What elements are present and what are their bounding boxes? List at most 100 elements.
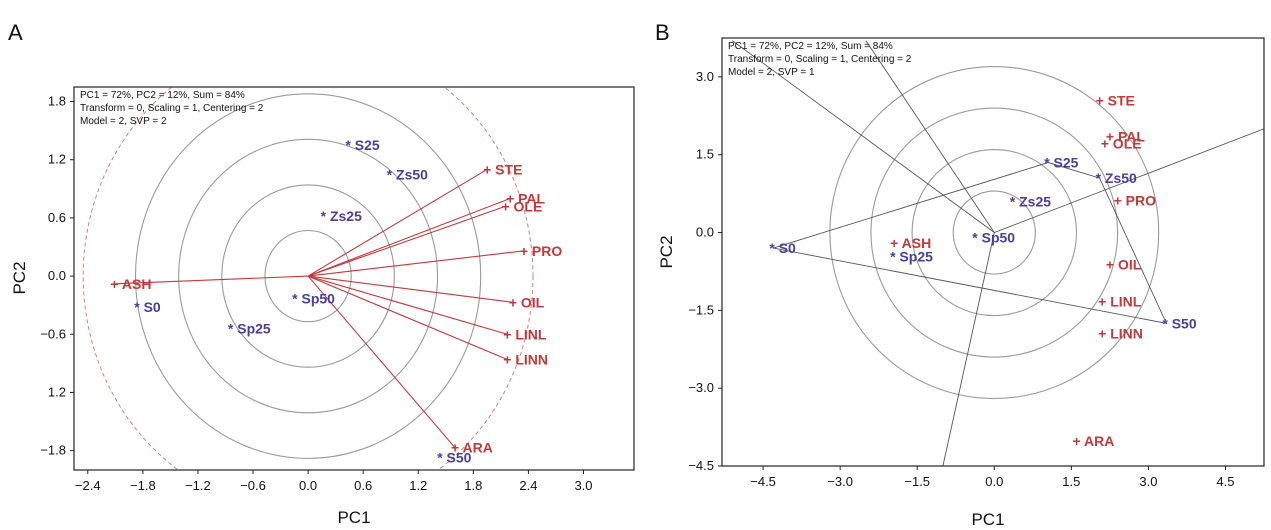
x-axis-label-b: PC1	[971, 510, 1004, 529]
vector-ste	[307, 168, 488, 277]
concentric-circle	[134, 93, 482, 459]
genotype-sp25: * Sp25	[890, 248, 933, 264]
concentric-circles-b	[829, 65, 1160, 400]
genotype-zs50: * Zs50	[387, 166, 428, 182]
variable-linn: + LINN	[503, 351, 548, 367]
x-axis-label-a: PC1	[337, 508, 370, 527]
x-tick-label: −4.5	[750, 474, 776, 489]
x-tick-label: 1.8	[464, 478, 482, 493]
vector-pro	[308, 250, 524, 277]
y-tick-label: 0.0	[48, 268, 66, 283]
sector-ray	[942, 232, 995, 466]
polygon-and-sector-lines-b	[732, 40, 1264, 466]
info-line-2-a: Transform = 0, Scaling = 1, Centering = …	[80, 103, 264, 114]
concentric-circle	[264, 229, 352, 323]
x-tick-label: −2.4	[75, 478, 101, 493]
variable-oil: + OIL	[509, 294, 545, 310]
genotype-s25: * S25	[345, 137, 379, 153]
panel-b: B + STE+ PAL+ OLE+ PRO+ ASH+ OIL+ LINL+ …	[655, 20, 1265, 529]
concentric-circle	[952, 190, 1036, 275]
y-tick-label: 1.2	[48, 152, 66, 167]
concentric-circle	[178, 138, 439, 414]
info-line-1-a: PC1 = 72%, PC2 = 12%, Sum = 84%	[80, 90, 245, 101]
sector-ray	[865, 40, 995, 233]
x-axis-ticks-a: −2.4 −1.8 −1.2 −0.6 0.0 0.6 1.2 1.8 2.4 3.0	[75, 470, 593, 493]
variable-linl: + LINL	[1098, 294, 1142, 310]
variable-oil: + OIL	[1106, 257, 1142, 273]
y-axis-ticks-a: 1.8 1.2 0.6 0.0 −0.6 1.2 −1.8	[40, 94, 74, 458]
x-tick-label: 3.0	[1139, 474, 1157, 489]
variable-ste: + STE	[483, 161, 522, 177]
genotype-zs50: * Zs50	[1096, 170, 1137, 186]
concentric-circle	[911, 148, 1078, 317]
concentric-circles-a	[82, 87, 534, 470]
genotype-zs25: * Zs25	[321, 208, 362, 224]
convex-hull-polygon	[773, 162, 1168, 324]
variable-ara: + ARA	[451, 440, 493, 456]
variable-ole: + OLE	[1101, 135, 1142, 151]
vector-pal	[307, 197, 511, 277]
x-tick-label: 2.4	[519, 478, 537, 493]
concentric-circle	[221, 184, 395, 368]
x-tick-label: −3.0	[827, 474, 853, 489]
x-tick-label: 1.2	[409, 478, 427, 493]
x-tick-label: 3.0	[574, 478, 592, 493]
y-tick-label: 1.2	[48, 384, 66, 399]
x-tick-label: −1.5	[904, 474, 930, 489]
dashed-circle	[82, 87, 534, 470]
x-tick-label: −1.2	[185, 478, 211, 493]
genotype-s0: * S0	[134, 299, 161, 315]
concentric-circle	[829, 65, 1160, 400]
genotype-s0: * S0	[769, 240, 796, 256]
y-axis-label-b: PC2	[657, 235, 676, 268]
info-line-1-b: PC1 = 72%, PC2 = 12%, Sum = 84%	[728, 41, 893, 52]
x-tick-label: −0.6	[240, 478, 266, 493]
variable-linl: + LINL	[503, 326, 547, 342]
biplot-marks-a: + STE + PAL+ OLE + PRO + OIL + LINL + LINN + A…	[110, 137, 562, 465]
genotype-s50: * S50	[1162, 315, 1196, 331]
variable-pal: + PAL	[1106, 129, 1145, 145]
variable-ole: + OLE	[501, 198, 542, 214]
y-tick-label: −3.0	[688, 380, 714, 395]
genotype-zs25: * Zs25	[1010, 193, 1051, 209]
x-tick-label: −1.8	[130, 478, 156, 493]
y-tick-label: 1.5	[696, 147, 714, 162]
vector-ole	[307, 205, 506, 277]
x-axis-ticks-b: −4.5 −3.0 −1.5 0.0 1.5 3.0 4.5	[750, 466, 1235, 489]
vector-oil	[308, 275, 513, 303]
panel-a: A + STE+ PAL+ OLE+ PRO+ OIL+ LINL+ LINN+…	[8, 20, 635, 527]
sector-ray	[994, 128, 1264, 233]
biplot-marks-b: + STE + PAL+ OLE + PRO + ASH + OIL + LINL + LI…	[769, 92, 1196, 449]
y-tick-label: 1.8	[48, 94, 66, 109]
vector-linn	[307, 275, 508, 360]
sector-ray	[732, 40, 995, 233]
genotype-sp25: * Sp25	[228, 320, 271, 336]
y-tick-label: −4.5	[688, 458, 714, 473]
plot-frame-a	[73, 86, 635, 471]
y-axis-label-a: PC2	[10, 261, 29, 294]
y-tick-label: −1.8	[40, 443, 66, 458]
genotype-s50: * S50	[437, 449, 471, 465]
variable-ash: + ASH	[890, 235, 931, 251]
x-tick-label: 1.5	[1062, 474, 1080, 489]
panel-letter-a: A	[8, 20, 23, 45]
y-tick-label: 3.0	[696, 69, 714, 84]
y-tick-label: −1.5	[688, 302, 714, 317]
y-tick-label: 0.6	[48, 210, 66, 225]
concentric-circle	[870, 107, 1119, 358]
variable-ste: + STE	[1096, 92, 1135, 108]
vector-ara	[307, 275, 456, 449]
plot-frame-b	[721, 37, 1265, 467]
variable-ara: + ARA	[1072, 433, 1114, 449]
y-axis-ticks-b: 3.0 1.5 0.0 −1.5 −3.0 −4.5	[688, 69, 722, 473]
variable-pro: + PRO	[1114, 192, 1157, 208]
panel-letter-b: B	[655, 20, 670, 45]
vector-ash	[114, 275, 309, 285]
info-line-2-b: Transform = 0, Scaling = 1, Centering = …	[728, 54, 912, 65]
variable-pro: + PRO	[520, 243, 563, 259]
x-tick-label: 4.5	[1216, 474, 1234, 489]
info-line-3-a: Model = 2, SVP = 2	[80, 116, 167, 127]
variable-linn: + LINN	[1098, 326, 1143, 342]
info-line-3-b: Model = 2, SVP = 1	[728, 67, 815, 78]
